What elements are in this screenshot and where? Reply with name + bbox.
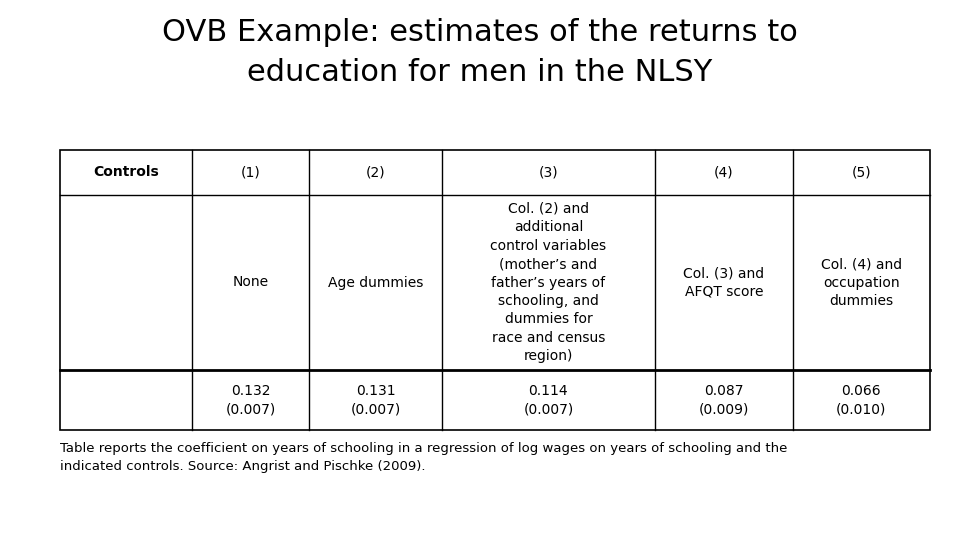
Text: education for men in the NLSY: education for men in the NLSY [248,58,712,87]
Text: 0.131
(0.007): 0.131 (0.007) [350,384,400,416]
Text: OVB Example: estimates of the returns to: OVB Example: estimates of the returns to [162,18,798,47]
Bar [60,150,930,430]
Text: Age dummies: Age dummies [327,275,423,289]
Text: 0.114
(0.007): 0.114 (0.007) [523,384,573,416]
Text: (1): (1) [241,165,261,179]
Text: (2): (2) [366,165,385,179]
Text: Table reports the coefficient on years of schooling in a regression of log wages: Table reports the coefficient on years o… [60,442,787,473]
Text: Col. (4) and
occupation
dummies: Col. (4) and occupation dummies [821,257,901,308]
Text: None: None [232,275,269,289]
Text: (5): (5) [852,165,871,179]
Text: 0.066
(0.010): 0.066 (0.010) [836,384,886,416]
Text: 0.087
(0.009): 0.087 (0.009) [699,384,749,416]
Text: 0.132
(0.007): 0.132 (0.007) [226,384,276,416]
Text: (3): (3) [539,165,558,179]
Text: Controls: Controls [93,165,159,179]
Text: Col. (2) and
additional
control variables
(mother’s and
father’s years of
school: Col. (2) and additional control variable… [491,202,607,363]
Text: (4): (4) [714,165,733,179]
Text: Col. (3) and
AFQT score: Col. (3) and AFQT score [684,266,764,299]
